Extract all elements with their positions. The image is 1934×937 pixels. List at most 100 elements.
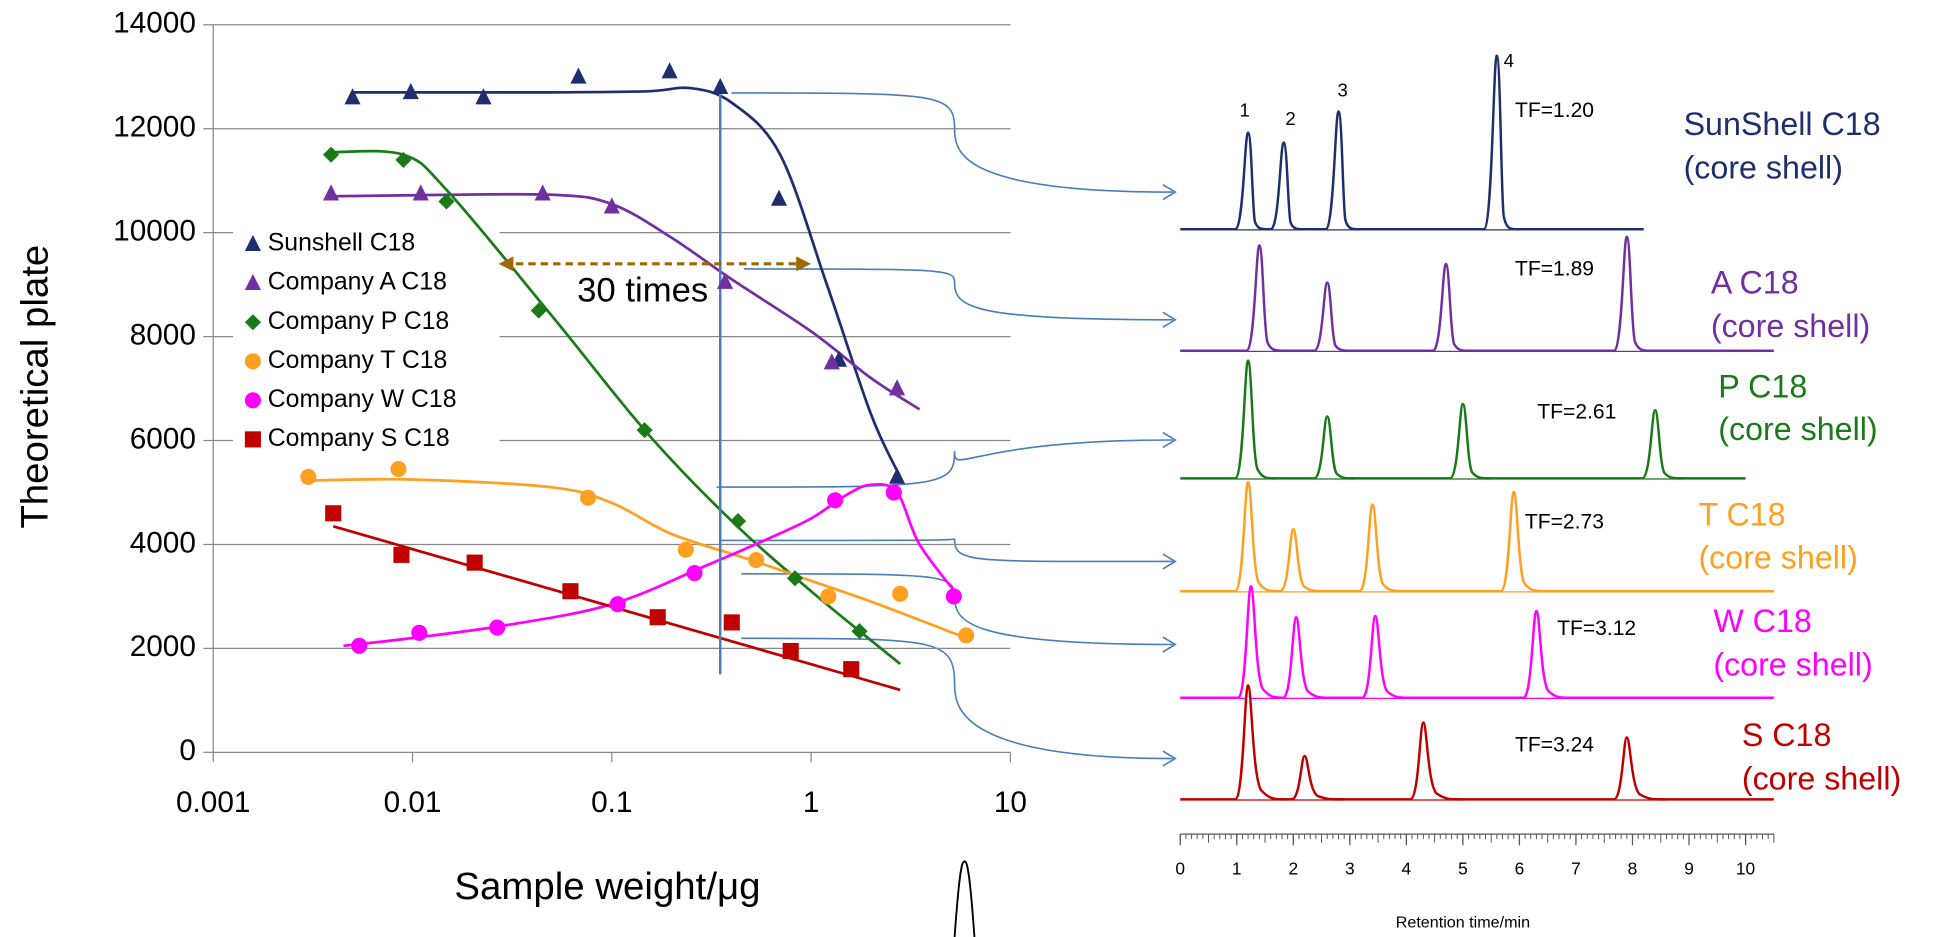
point [393, 546, 410, 563]
x-tick-label: 10 [1736, 859, 1755, 879]
point [661, 62, 678, 79]
connector-head [1162, 311, 1177, 328]
connector [719, 538, 1173, 563]
point [851, 623, 868, 640]
tf-label: TF=1.20 [1515, 99, 1594, 122]
column-name: (core shell) [1698, 540, 1857, 576]
point [782, 642, 799, 660]
legend-label: Company T C18 [268, 347, 448, 374]
connector-head [1162, 431, 1177, 449]
peak [1324, 110, 1359, 231]
fit-line [308, 477, 967, 640]
y-tick-label: 6000 [130, 422, 196, 455]
legend-marker [244, 392, 261, 409]
point [475, 88, 492, 105]
point [412, 184, 429, 201]
column-name: (core shell) [1684, 149, 1843, 185]
point [344, 88, 361, 105]
point [300, 468, 317, 485]
point [677, 541, 694, 558]
y-tick-label: 12000 [113, 111, 196, 144]
point [390, 461, 407, 478]
x-tick-label: 0 [1175, 859, 1185, 879]
point [945, 588, 962, 605]
tf-label: TF=2.61 [1537, 400, 1616, 423]
column-name: A C18 [1711, 265, 1799, 301]
legend-label: Company W C18 [268, 386, 457, 413]
x-tick-label: 0.01 [384, 786, 442, 819]
point [820, 588, 837, 605]
peak-number: 4 [1504, 50, 1514, 71]
x-tick-label: 1 [803, 786, 820, 819]
peak [1612, 235, 1652, 352]
point [402, 83, 419, 100]
point [489, 619, 506, 636]
point [843, 661, 860, 678]
y-tick-label: 8000 [130, 318, 196, 351]
point [823, 353, 840, 370]
peak [1233, 684, 1288, 801]
peak [1358, 503, 1405, 593]
peak [1233, 480, 1280, 593]
point [322, 146, 340, 163]
point [411, 624, 428, 641]
peak-number: 3 [1337, 80, 1347, 101]
point [649, 609, 666, 626]
x-axis-label: Retention time/min [1396, 914, 1530, 932]
x-tick-label: 7 [1571, 859, 1581, 879]
peak [1269, 141, 1305, 231]
point [395, 151, 412, 168]
legend-label: Sunshell C18 [268, 230, 415, 257]
connector-head [1162, 750, 1177, 767]
legend-box [233, 224, 500, 464]
x-tick-label: 1 [1232, 859, 1242, 879]
column-name: (core shell) [1742, 760, 1901, 796]
x-tick-label: 4 [1402, 859, 1412, 879]
point [889, 379, 906, 396]
decoration [953, 860, 976, 937]
point [770, 189, 788, 206]
legend-marker [244, 431, 261, 448]
x-tick-label: 3 [1345, 859, 1355, 879]
point [609, 596, 626, 613]
peak [1431, 262, 1471, 352]
x-axis-label: Sample weight/μg [454, 865, 760, 908]
y-tick-label: 2000 [130, 630, 196, 663]
peak [1236, 585, 1287, 700]
fit-line [333, 149, 902, 666]
legend-marker [244, 234, 261, 251]
x-tick-label: 8 [1628, 859, 1638, 879]
tf-label: TF=1.89 [1515, 258, 1594, 281]
x-tick-label: 0.001 [176, 786, 250, 819]
point [712, 77, 729, 94]
column-name: S C18 [1742, 717, 1832, 753]
column-name: (core shell) [1711, 308, 1870, 344]
point [958, 627, 975, 644]
point [748, 551, 765, 569]
connector-head [1162, 553, 1177, 570]
column-name: (core shell) [1713, 646, 1872, 682]
connector [743, 268, 1173, 321]
legend-marker [244, 273, 261, 291]
point [438, 193, 455, 210]
column-name: SunShell C18 [1684, 106, 1881, 142]
legend-marker [244, 353, 261, 370]
x-tick-label: 6 [1515, 859, 1525, 879]
point [534, 184, 551, 201]
point [889, 467, 906, 484]
connector [741, 637, 1173, 760]
peak [1499, 490, 1546, 593]
point [786, 570, 804, 587]
point [562, 583, 579, 600]
peak [1290, 754, 1344, 801]
connector [731, 92, 1173, 193]
peak [1612, 736, 1666, 801]
point [827, 492, 844, 509]
y-tick-label: 4000 [130, 526, 196, 559]
point [466, 554, 483, 571]
peak-number: 2 [1285, 108, 1295, 129]
connector [716, 439, 1173, 488]
peak [1312, 281, 1352, 352]
peak [1640, 409, 1684, 480]
y-axis-label: Theoretical plate [13, 245, 56, 529]
